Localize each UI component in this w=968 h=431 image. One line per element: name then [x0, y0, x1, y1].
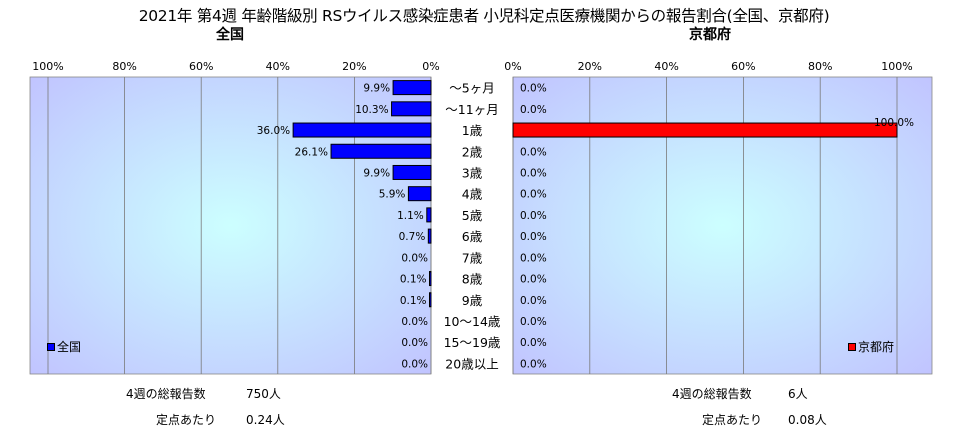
- legend-right: 京都府: [848, 338, 894, 355]
- left-tick-label: 0%: [422, 60, 439, 73]
- category-label: 8歳: [462, 272, 483, 287]
- category-label: 3歳: [462, 165, 483, 180]
- left-data-label: 0.0%: [401, 337, 428, 349]
- left-per-label: 定点あたり: [156, 413, 217, 427]
- category-label: 10～14歳: [444, 314, 501, 329]
- right-data-label: 0.0%: [520, 83, 547, 95]
- left-bar: [429, 292, 432, 308]
- left-tick-label: 80%: [112, 60, 136, 73]
- right-data-label: 0.0%: [520, 358, 547, 370]
- left-bar: [392, 80, 432, 96]
- left-bar: [391, 101, 432, 117]
- legend-left: 全国: [47, 338, 81, 355]
- left-data-label: 0.7%: [399, 231, 426, 243]
- right-total-label: 4週の総報告数: [672, 387, 752, 401]
- right-data-label: 0.0%: [520, 189, 547, 201]
- right-tick-label: 60%: [731, 60, 755, 73]
- right-tick-label: 20%: [578, 60, 602, 73]
- left-data-label: 10.3%: [355, 104, 388, 116]
- left-data-label: 0.1%: [400, 295, 427, 307]
- left-total-value: 750人: [246, 387, 281, 401]
- left-data-label: 9.9%: [363, 83, 390, 95]
- right-data-label: 0.0%: [520, 167, 547, 179]
- right-tick-label: 100%: [881, 60, 912, 73]
- left-bar: [426, 207, 432, 223]
- left-tick-label: 100%: [32, 60, 63, 73]
- right-tick-label: 0%: [504, 60, 521, 73]
- right-data-label: 0.0%: [520, 210, 547, 222]
- left-bar: [392, 164, 432, 180]
- left-data-label: 5.9%: [379, 189, 406, 201]
- left-per-value: 0.24人: [246, 413, 285, 427]
- chart-title: 2021年 第4週 年齢階級別 RSウイルス感染症患者 小児科定点医療機関からの…: [138, 7, 830, 25]
- right-data-label: 0.0%: [520, 295, 547, 307]
- legend-right-swatch: [848, 342, 856, 351]
- right-data-label: 0.0%: [520, 104, 547, 116]
- right-data-label: 0.0%: [520, 316, 547, 328]
- left-bar: [429, 271, 432, 287]
- left-tick-label: 20%: [342, 60, 366, 73]
- category-label: 2歳: [462, 144, 483, 159]
- legend-right-label: 京都府: [858, 340, 895, 354]
- category-label: 20歳以上: [445, 356, 498, 371]
- right-per-label: 定点あたり: [702, 413, 763, 427]
- category-label: 4歳: [462, 187, 483, 202]
- right-total-value: 6人: [788, 387, 808, 401]
- left-total-label: 4週の総報告数: [126, 387, 206, 401]
- category-label: 5歳: [462, 208, 483, 223]
- left-data-label: 0.1%: [400, 274, 427, 286]
- left-bar: [330, 143, 432, 159]
- left-tick-label: 60%: [189, 60, 213, 73]
- left-bar: [292, 122, 432, 138]
- right-data-label: 0.0%: [520, 274, 547, 286]
- right-panel-title: 京都府: [689, 27, 731, 43]
- left-data-label: 9.9%: [363, 167, 390, 179]
- left-plot-area: [29, 76, 432, 375]
- left-data-label: 0.0%: [401, 316, 428, 328]
- category-label: ～5ヶ月: [449, 81, 494, 96]
- left-tick-label: 40%: [266, 60, 290, 73]
- category-label: ～11ヶ月: [445, 102, 498, 117]
- left-data-label: 36.0%: [257, 125, 290, 137]
- right-plot-area: [512, 76, 933, 375]
- right-data-label: 0.0%: [520, 252, 547, 264]
- left-data-label: 0.0%: [401, 358, 428, 370]
- left-data-label: 0.0%: [401, 252, 428, 264]
- left-bar: [407, 186, 432, 202]
- legend-left-label: 全国: [57, 340, 82, 354]
- right-data-label: 0.0%: [520, 337, 547, 349]
- left-panel-title: 全国: [216, 27, 244, 43]
- right-tick-label: 40%: [654, 60, 678, 73]
- category-label: 6歳: [462, 229, 483, 244]
- category-label: 1歳: [462, 123, 483, 138]
- category-label: 7歳: [462, 250, 483, 265]
- left-data-label: 1.1%: [397, 210, 424, 222]
- legend-left-swatch: [47, 342, 55, 351]
- category-label: 15～19歳: [444, 335, 501, 350]
- right-bar: [512, 122, 898, 138]
- right-data-label: 0.0%: [520, 231, 547, 243]
- right-tick-label: 80%: [808, 60, 832, 73]
- left-bar: [427, 228, 432, 244]
- right-data-label: 0.0%: [520, 146, 547, 158]
- right-data-label: 100.0%: [874, 117, 914, 129]
- left-data-label: 26.1%: [295, 146, 328, 158]
- right-per-value: 0.08人: [788, 413, 827, 427]
- category-label: 9歳: [462, 293, 483, 308]
